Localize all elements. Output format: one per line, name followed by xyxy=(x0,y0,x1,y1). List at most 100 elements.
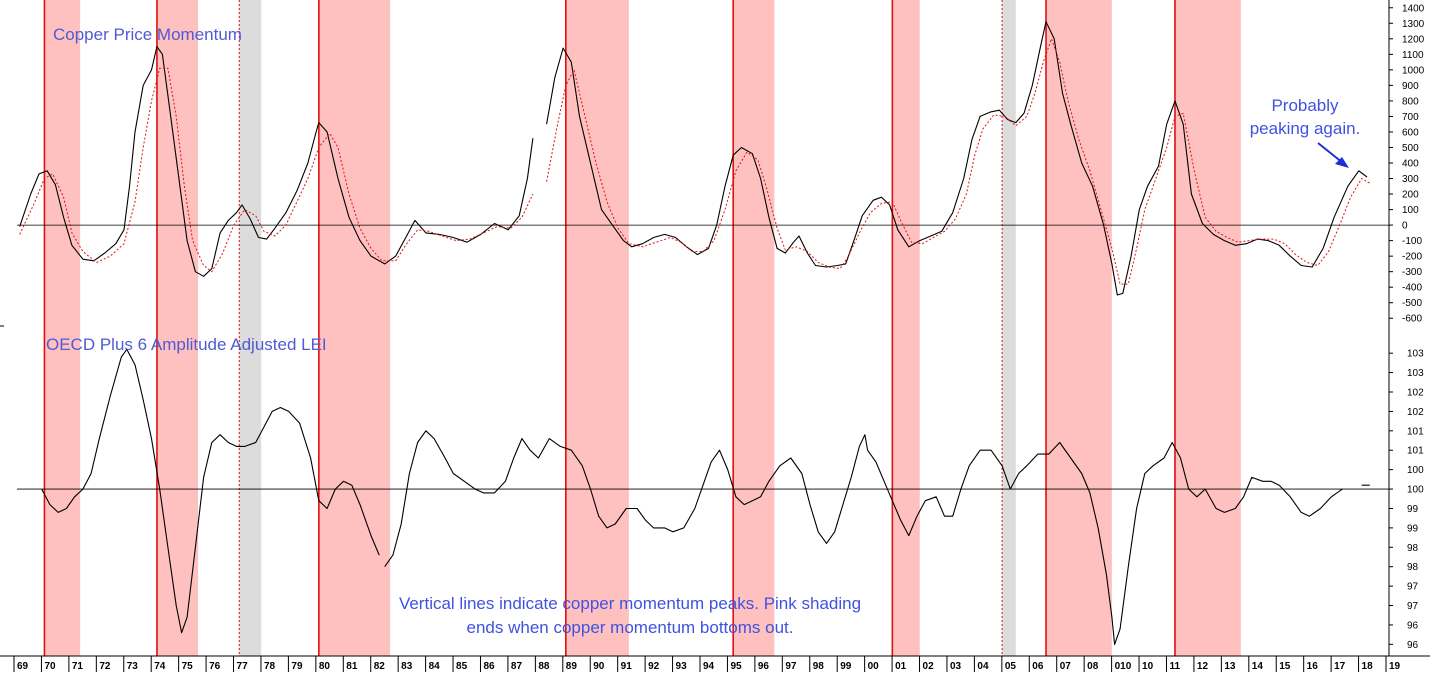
oecd-ytick-label-12: 97 xyxy=(1407,582,1419,593)
xtick-label-0: 69 xyxy=(17,661,29,672)
xtick-label-42: 11 xyxy=(1169,661,1180,672)
xtick-label-23: 92 xyxy=(648,661,660,672)
peak-arrow-shaft xyxy=(1317,142,1344,164)
peak-note-line1: Probably xyxy=(1271,96,1339,115)
footer-note-line1: Vertical lines indicate copper momentum … xyxy=(399,594,861,613)
xtick-label-31: 00 xyxy=(868,661,880,672)
pink-zone-3 xyxy=(565,0,629,656)
xtick-label-50: 19 xyxy=(1389,661,1401,672)
xtick-label-6: 75 xyxy=(182,661,194,672)
series-lines xyxy=(19,21,1371,645)
x-axis-ticks: 69 70 71 72 73 74 75 76 77 78 79 80 81 82 83 84 85 86 87 88… xyxy=(13,656,1401,672)
peak-lines xyxy=(43,0,1176,656)
oecd-ytick-label-2: 102 xyxy=(1407,388,1424,399)
pink-zone-5 xyxy=(892,0,920,656)
reference-lines xyxy=(17,224,1389,490)
footer-note-line2: ends when copper momentum bottoms out. xyxy=(467,618,794,637)
peak-arrow-head xyxy=(1335,157,1349,168)
xtick-label-30: 99 xyxy=(840,661,852,672)
y-axis-ticks: 1400130012001100100090080070060050040030… xyxy=(1389,3,1425,651)
copper-ytick-label-3: 1100 xyxy=(1402,50,1424,61)
xtick-label-21: 90 xyxy=(593,661,605,672)
copper-ytick-label-4: 1000 xyxy=(1402,65,1425,76)
copper-ytick-label-2: 1200 xyxy=(1402,34,1425,45)
xtick-label-36: 05 xyxy=(1005,661,1017,672)
oecd-ytick-label-4: 101 xyxy=(1407,426,1424,437)
xtick-label-37: 06 xyxy=(1032,661,1044,672)
copper-panel-title: Copper Price Momentum xyxy=(53,25,242,44)
xtick-label-8: 77 xyxy=(237,661,249,672)
oecd-ytick-label-3: 102 xyxy=(1407,407,1424,418)
pink-zone-0 xyxy=(44,0,81,656)
xtick-label-14: 83 xyxy=(401,661,413,672)
xtick-label-26: 95 xyxy=(730,661,742,672)
peak-note-line2: peaking again. xyxy=(1250,119,1361,138)
copper-ytick-label-5: 900 xyxy=(1402,81,1419,92)
xtick-label-32: 01 xyxy=(895,661,907,672)
copper-ytick-label-10: 400 xyxy=(1402,159,1419,170)
axes xyxy=(0,0,1430,657)
xtick-label-22: 91 xyxy=(621,661,633,672)
xtick-label-11: 80 xyxy=(319,661,331,672)
xtick-label-13: 82 xyxy=(374,661,386,672)
xtick-label-46: 15 xyxy=(1279,661,1291,672)
pink-zone-2 xyxy=(318,0,391,656)
xtick-label-28: 97 xyxy=(785,661,797,672)
copper-series-0-segment-0 xyxy=(19,46,534,277)
oecd-panel-title: OECD Plus 6 Amplitude Adjusted LEI xyxy=(46,335,327,354)
copper-ytick-label-19: -500 xyxy=(1402,298,1422,309)
copper-ytick-label-1: 1300 xyxy=(1402,19,1425,30)
oecd-ytick-label-5: 101 xyxy=(1407,446,1424,457)
peak-annotation: Probably peaking again. xyxy=(1250,96,1361,168)
copper-ytick-label-17: -300 xyxy=(1402,267,1422,278)
xtick-label-48: 17 xyxy=(1334,661,1346,672)
xtick-label-15: 84 xyxy=(429,661,441,672)
xtick-label-1: 70 xyxy=(44,661,56,672)
xtick-label-29: 98 xyxy=(813,661,825,672)
copper-ytick-label-14: 0 xyxy=(1402,221,1408,232)
xtick-label-40: 010 xyxy=(1115,661,1132,672)
oecd-ytick-label-6: 100 xyxy=(1407,465,1424,476)
xtick-label-25: 94 xyxy=(703,661,715,672)
oecd-ytick-label-15: 96 xyxy=(1407,640,1419,651)
xtick-label-5: 74 xyxy=(154,661,166,672)
pink-zone-6 xyxy=(1046,0,1112,656)
xtick-label-41: 10 xyxy=(1142,661,1154,672)
xtick-label-44: 13 xyxy=(1224,661,1236,672)
xtick-label-18: 87 xyxy=(511,661,523,672)
xtick-label-47: 16 xyxy=(1307,661,1319,672)
copper-ytick-label-6: 800 xyxy=(1402,96,1419,107)
oecd-ytick-label-8: 99 xyxy=(1407,504,1419,515)
gray-zone-1 xyxy=(1002,0,1016,656)
xtick-label-33: 02 xyxy=(923,661,935,672)
oecd-ytick-label-9: 99 xyxy=(1407,523,1419,534)
oecd-series-0-segment-1 xyxy=(384,430,1343,645)
copper-ytick-label-8: 600 xyxy=(1402,127,1419,138)
copper-ytick-label-9: 500 xyxy=(1402,143,1419,154)
xtick-label-39: 08 xyxy=(1087,661,1099,672)
xtick-label-17: 86 xyxy=(483,661,495,672)
oecd-ytick-label-1: 103 xyxy=(1407,368,1424,379)
xtick-label-27: 96 xyxy=(758,661,770,672)
xtick-label-49: 18 xyxy=(1362,661,1374,672)
copper-ytick-label-0: 1400 xyxy=(1402,3,1425,14)
xtick-label-16: 85 xyxy=(456,661,468,672)
copper-ytick-label-13: 100 xyxy=(1402,205,1419,216)
oecd-ytick-label-11: 98 xyxy=(1407,562,1419,573)
xtick-label-10: 79 xyxy=(291,661,303,672)
copper-series-0-segment-1 xyxy=(546,21,1368,296)
gray-zone-0 xyxy=(239,0,262,656)
xtick-label-7: 76 xyxy=(209,661,221,672)
copper-series-1-segment-0 xyxy=(19,67,534,273)
shaded-zones xyxy=(44,0,1241,656)
xtick-label-38: 07 xyxy=(1060,661,1072,672)
xtick-label-24: 93 xyxy=(676,661,688,672)
xtick-label-2: 71 xyxy=(72,661,84,672)
xtick-label-35: 04 xyxy=(977,661,989,672)
xtick-label-43: 12 xyxy=(1197,661,1209,672)
oecd-ytick-label-14: 96 xyxy=(1407,620,1419,631)
oecd-series-0-segment-0 xyxy=(41,348,380,634)
copper-ytick-label-15: -100 xyxy=(1402,236,1422,247)
xtick-label-45: 14 xyxy=(1252,661,1264,672)
